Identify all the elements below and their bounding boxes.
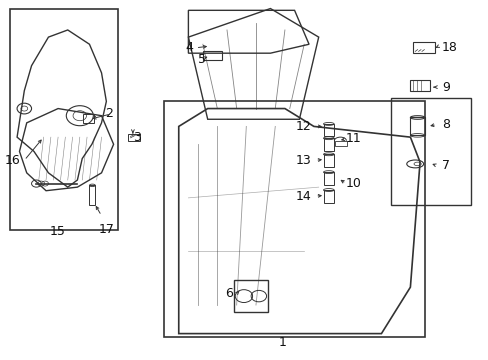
Text: 11: 11 — [345, 132, 360, 145]
Text: 3: 3 — [133, 131, 141, 144]
Text: 5: 5 — [198, 53, 205, 66]
Text: 4: 4 — [185, 41, 193, 54]
Text: 7: 7 — [441, 159, 449, 172]
Bar — [334, 141, 346, 146]
Bar — [323, 138, 333, 151]
Bar — [164, 102, 424, 337]
Bar — [323, 190, 333, 203]
Text: 9: 9 — [441, 81, 449, 94]
Text: 18: 18 — [441, 41, 457, 54]
Bar — [323, 124, 333, 136]
Text: 14: 14 — [295, 190, 311, 203]
Text: 15: 15 — [49, 225, 65, 238]
Bar — [89, 185, 95, 205]
Text: 2: 2 — [104, 107, 112, 120]
Text: 13: 13 — [295, 154, 311, 167]
Bar — [10, 9, 118, 230]
Bar — [83, 114, 94, 123]
Text: 16: 16 — [5, 154, 20, 167]
Text: 12: 12 — [295, 120, 311, 133]
Text: 8: 8 — [441, 118, 449, 131]
Text: 6: 6 — [224, 287, 232, 300]
Bar — [128, 134, 140, 141]
Bar — [409, 117, 424, 135]
Text: 17: 17 — [98, 223, 114, 236]
Text: 1: 1 — [278, 336, 286, 349]
Text: 10: 10 — [345, 177, 360, 190]
Bar — [323, 154, 333, 167]
Bar — [203, 51, 222, 60]
Bar — [390, 98, 470, 205]
Bar — [412, 42, 434, 53]
Bar — [323, 172, 333, 185]
Bar — [409, 80, 429, 91]
